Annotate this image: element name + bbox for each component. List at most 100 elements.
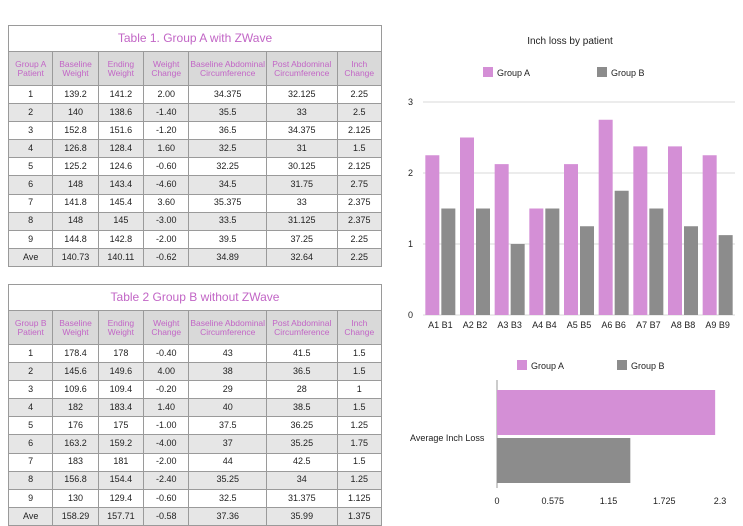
table-cell: 42.5 xyxy=(266,452,338,472)
table-cell: 128.4 xyxy=(97,139,145,159)
table-cell: 38 xyxy=(188,362,268,382)
table-cell: 4 xyxy=(7,398,54,418)
table-cell: 1 xyxy=(7,84,54,105)
table-cell: 148 xyxy=(52,175,99,195)
table-cell: 41.5 xyxy=(266,343,338,364)
table-cell: 1.5 xyxy=(336,398,383,418)
tableB-header-6: Inch Change xyxy=(336,310,383,345)
legend-swatch-groupB xyxy=(597,67,607,77)
table-cell: 148 xyxy=(52,211,99,231)
table-cell: 37.5 xyxy=(188,416,268,436)
table-cell: 9 xyxy=(7,229,54,249)
bar-group-a-1 xyxy=(425,155,440,315)
table-cell: 33 xyxy=(265,103,338,123)
table-cell: 140.11 xyxy=(97,247,145,267)
table-row: 1 178.4 178 -0.40 43 41.5 1.5 xyxy=(7,343,383,364)
tableA-header-6: Inch Change xyxy=(336,51,383,86)
bar-group-b-8 xyxy=(684,226,698,315)
table-cell: 2.00 xyxy=(143,84,190,105)
table-cell: -1.40 xyxy=(143,103,190,123)
table-cell: 183 xyxy=(52,452,99,472)
table-cell: -0.58 xyxy=(143,506,190,526)
table-cell: 7 xyxy=(7,452,54,472)
table-cell: 2.25 xyxy=(336,84,383,105)
tableB-header-2: Ending Weight xyxy=(97,310,145,345)
bar-group-a-8 xyxy=(668,146,682,315)
table-cell: 4 xyxy=(7,139,54,159)
table-cell: 33.5 xyxy=(188,211,267,231)
legend-swatch-groupA xyxy=(483,67,493,77)
legend-label-groupB: Group B xyxy=(611,68,645,78)
table-cell: 34.89 xyxy=(188,247,267,267)
table-cell: 2.75 xyxy=(336,175,383,195)
table-cell: 176 xyxy=(52,416,99,436)
bar-group-a-average xyxy=(497,390,716,435)
table-cell: 1.5 xyxy=(336,343,383,364)
x-tick-label: 2.3 xyxy=(714,496,727,506)
x-tick-label: A8 B8 xyxy=(671,320,696,330)
table-cell: 33 xyxy=(265,193,338,213)
table-cell: 34.375 xyxy=(265,121,338,141)
x-tick-label: A5 B5 xyxy=(567,320,592,330)
x-tick-label: A4 B4 xyxy=(532,320,557,330)
average-inch-loss-chart: Group A Group B Average Inch Loss 0 0.575 1.1… xyxy=(410,360,727,506)
bar-group-b-9 xyxy=(718,235,733,315)
table-cell: 9 xyxy=(7,488,54,508)
bar-group-b-7 xyxy=(649,208,664,315)
tableA-header-0: Group A Patient xyxy=(7,51,54,86)
table-row: 3 109.6 109.4 -0.20 29 28 1 xyxy=(7,380,383,400)
table-cell: 32.64 xyxy=(265,247,338,267)
table-cell: -0.62 xyxy=(143,247,190,267)
tableA-header-5: Post Abdominal Circumference xyxy=(265,51,338,86)
tableB-header-1: Baseline Weight xyxy=(52,310,99,345)
table-cell: 154.4 xyxy=(97,470,145,490)
table-row: 4 126.8 128.4 1.60 32.5 31 1.5 xyxy=(7,139,383,159)
table-cell: 2 xyxy=(7,362,54,382)
table-cell: 34 xyxy=(266,470,338,490)
x-tick-label: 1.15 xyxy=(600,496,618,506)
table-cell: 1.125 xyxy=(336,488,383,508)
bar-group-b-4 xyxy=(545,208,560,315)
y-tick-label: 1 xyxy=(408,239,413,249)
x-tick-label: A3 B3 xyxy=(497,320,522,330)
table-cell: 2.375 xyxy=(336,193,383,213)
table-cell: -2.00 xyxy=(143,229,190,249)
legend-swatch-groupA xyxy=(517,360,527,370)
table-cell: 2.5 xyxy=(336,103,383,123)
table-cell: 30.125 xyxy=(265,157,338,177)
table-cell: 35.25 xyxy=(266,434,338,454)
table-cell: 2.25 xyxy=(336,229,383,249)
table-cell: 126.8 xyxy=(52,139,99,159)
table-cell: 182 xyxy=(52,398,99,418)
legend-label-groupA: Group A xyxy=(497,68,530,78)
table-a-title: Table 1. Group A with ZWave xyxy=(8,25,382,52)
table-cell: 1.25 xyxy=(336,470,383,490)
table-cell: 145.4 xyxy=(97,193,145,213)
tableA-header-1: Baseline Weight xyxy=(52,51,99,86)
table-cell: 183.4 xyxy=(97,398,145,418)
table-cell: 178.4 xyxy=(52,343,99,364)
x-tick-label: A7 B7 xyxy=(636,320,661,330)
table-cell: 32.5 xyxy=(188,139,267,159)
table-cell: 44 xyxy=(188,452,268,472)
table-cell: 36.25 xyxy=(266,416,338,436)
table-row: Ave 158.29 157.71 -0.58 37.36 35.99 1.375 xyxy=(7,506,383,526)
x-tick-label: A2 B2 xyxy=(463,320,488,330)
table-cell: 129.4 xyxy=(97,488,145,508)
table-cell: 29 xyxy=(188,380,268,400)
table-cell: 1.25 xyxy=(336,416,383,436)
inch-loss-by-patient-chart: Inch loss by patient Group A Group B 0 1 2 3 A1… xyxy=(408,36,735,330)
table-cell: 40 xyxy=(188,398,268,418)
table-row: 9 130 129.4 -0.60 32.5 31.375 1.125 xyxy=(7,488,383,508)
legend-label-groupA: Group A xyxy=(531,361,564,371)
table-cell: 140.73 xyxy=(52,247,99,267)
table-cell: 38.5 xyxy=(266,398,338,418)
table-row: 5 176 175 -1.00 37.5 36.25 1.25 xyxy=(7,416,383,436)
table-cell: 151.6 xyxy=(97,121,145,141)
table-cell: 1.5 xyxy=(336,362,383,382)
table-cell: 1.5 xyxy=(336,139,383,159)
table-cell: 5 xyxy=(7,416,54,436)
table-cell: 31.75 xyxy=(265,175,338,195)
table-cell: 32.25 xyxy=(188,157,267,177)
table-cell: 130 xyxy=(52,488,99,508)
